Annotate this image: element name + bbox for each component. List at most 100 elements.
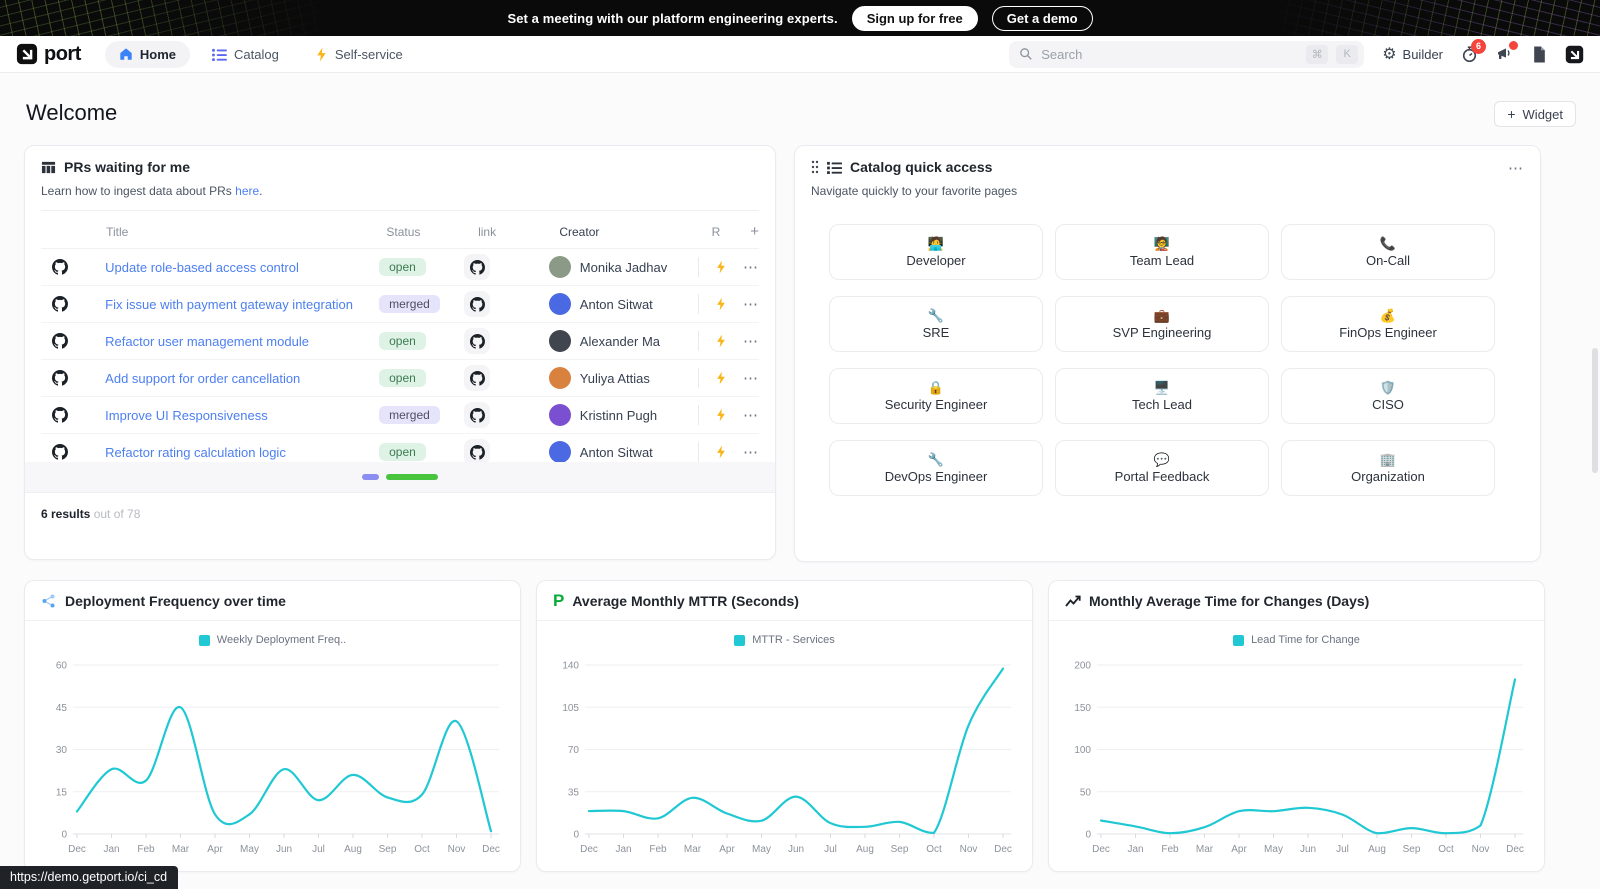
table-row[interactable]: Update role-based access control open Moni… <box>41 249 759 286</box>
pr-title-link[interactable]: Add support for order cancellation <box>105 370 301 386</box>
run-action-icon[interactable] <box>715 408 727 422</box>
svg-text:Jun: Jun <box>788 844 804 855</box>
pr-external-link[interactable] <box>464 365 491 391</box>
quick-access-tile-ciso[interactable]: 🛡️ CISO <box>1281 368 1495 424</box>
builder-button[interactable]: ⚙ Builder <box>1382 44 1443 64</box>
row-menu-button[interactable]: ⋯ <box>743 296 759 313</box>
ingest-docs-link[interactable]: here <box>235 184 260 198</box>
search-field[interactable] <box>1041 46 1299 62</box>
row-menu-button[interactable]: ⋯ <box>743 407 759 424</box>
deployment-icon <box>42 594 55 607</box>
quick-access-tile-developer[interactable]: 🧑‍💻 Developer <box>829 224 1043 280</box>
quick-access-tile-svp-engineering[interactable]: 💼 SVP Engineering <box>1055 296 1269 352</box>
quick-access-tile-on-call[interactable]: 📞 On-Call <box>1281 224 1495 280</box>
table-row[interactable]: Refactor rating calculation logic open Ant… <box>41 434 759 462</box>
prs-card-subtitle: Learn how to ingest data about PRs here. <box>41 184 759 198</box>
add-widget-button[interactable]: + Widget <box>1494 101 1576 127</box>
row-menu-button[interactable]: ⋯ <box>743 370 759 387</box>
github-icon <box>469 444 485 460</box>
table-row[interactable]: Improve UI Responsiveness merged Kristinn … <box>41 397 759 434</box>
column-r[interactable]: R <box>711 224 721 239</box>
stopwatch-icon <box>1462 45 1477 62</box>
page-scrollbar[interactable] <box>1592 348 1598 473</box>
table-row[interactable]: Add support for order cancellation open Yu… <box>41 360 759 397</box>
quick-access-tile-security-engineer[interactable]: 🔒 Security Engineer <box>829 368 1043 424</box>
chart-title: Average Monthly MTTR (Seconds) <box>572 592 799 609</box>
tab-self-service[interactable]: Self-service <box>301 41 417 68</box>
docs-button[interactable] <box>1532 46 1547 63</box>
pr-external-link[interactable] <box>464 328 491 354</box>
pr-title-link[interactable]: Improve UI Responsiveness <box>105 407 268 423</box>
scrollbar-segment-green[interactable] <box>386 474 438 480</box>
quick-access-tile-team-lead[interactable]: 🧑‍🏫 Team Lead <box>1055 224 1269 280</box>
add-column-button[interactable]: + <box>750 223 759 240</box>
run-action-icon[interactable] <box>715 445 727 459</box>
promo-banner-text: Set a meeting with our platform engineer… <box>507 10 838 26</box>
quick-access-tile-portal-feedback[interactable]: 💬 Portal Feedback <box>1055 440 1269 496</box>
drag-handle-icon[interactable] <box>811 160 819 174</box>
scrollbar-segment-purple[interactable] <box>362 474 379 480</box>
status-badge: open <box>379 258 426 276</box>
run-action-icon[interactable] <box>715 371 727 385</box>
run-action-icon[interactable] <box>715 297 727 311</box>
home-icon <box>120 48 132 60</box>
announcement-dot <box>1509 41 1518 50</box>
prs-table-header: Title Status link Creator R + <box>41 215 759 249</box>
catalog-list-icon <box>212 48 227 61</box>
svg-text:Dec: Dec <box>1506 844 1524 855</box>
quick-access-tile-finops-engineer[interactable]: 💰 FinOps Engineer <box>1281 296 1495 352</box>
column-status[interactable]: Status <box>386 224 421 239</box>
tab-catalog[interactable]: Catalog <box>198 41 293 68</box>
legend-label: Lead Time for Change <box>1251 634 1360 646</box>
deployment-frequency-chart: 0 15 30 45 60 Dec Jan Feb Mar Apr May Jun Jul Aug Sep O… <box>56 661 500 856</box>
pr-title-link[interactable]: Refactor user management module <box>105 333 309 349</box>
quick-access-tile-tech-lead[interactable]: 🖥️ Tech Lead <box>1055 368 1269 424</box>
run-action-icon[interactable] <box>715 260 727 274</box>
run-action-icon[interactable] <box>715 334 727 348</box>
legend-label: MTTR - Services <box>752 634 835 646</box>
svg-text:Oct: Oct <box>1438 844 1454 855</box>
port-glyph-icon <box>1565 45 1584 63</box>
row-menu-button[interactable]: ⋯ <box>743 444 759 461</box>
row-menu-button[interactable]: ⋯ <box>743 259 759 276</box>
pr-external-link[interactable] <box>464 402 491 428</box>
status-badge: open <box>379 443 426 461</box>
pr-title-link[interactable]: Fix issue with payment gateway integrati… <box>105 296 354 312</box>
port-app-button[interactable] <box>1565 45 1584 64</box>
tab-home[interactable]: Home <box>104 40 191 68</box>
megaphone-icon <box>1498 48 1510 60</box>
get-demo-button[interactable]: Get a demo <box>991 5 1093 31</box>
column-title[interactable]: Title <box>106 224 129 239</box>
row-menu-button[interactable]: ⋯ <box>743 333 759 350</box>
pr-external-link[interactable] <box>464 439 491 462</box>
quick-access-tile-devops-engineer[interactable]: 🔧 DevOps Engineer <box>829 440 1043 496</box>
quick-access-tile-sre[interactable]: 🔧 SRE <box>829 296 1043 352</box>
pr-title-link[interactable]: Update role-based access control <box>105 259 299 275</box>
history-button[interactable]: 6 <box>1461 38 1486 63</box>
table-row[interactable]: Refactor user management module open Alexa… <box>41 323 759 360</box>
monitor-icon: 🖥️ <box>1153 379 1171 395</box>
github-icon <box>469 333 485 349</box>
chart-legend: Lead Time for Change <box>1049 627 1544 653</box>
column-link[interactable]: link <box>478 224 497 239</box>
pr-external-link[interactable] <box>464 254 491 280</box>
results-count-bold: 6 results <box>41 507 91 521</box>
divider <box>41 210 759 211</box>
svg-text:May: May <box>1264 844 1283 855</box>
card-menu-button[interactable]: ⋯ <box>1508 160 1524 177</box>
column-creator[interactable]: Creator <box>559 224 600 239</box>
creator-name: Anton Sitwat <box>579 444 653 460</box>
quick-access-tile-organization[interactable]: 🏢 Organization <box>1281 440 1495 496</box>
pr-title-link[interactable]: Refactor rating calculation logic <box>105 444 286 460</box>
pr-external-link[interactable] <box>464 291 491 317</box>
table-row[interactable]: Fix issue with payment gateway integrati… <box>41 286 759 323</box>
tile-label: Tech Lead <box>1132 396 1192 412</box>
search-input[interactable]: ⌘ K <box>1009 40 1365 68</box>
announcements-button[interactable] <box>1496 41 1518 62</box>
port-logo[interactable]: port <box>16 43 81 66</box>
notification-count-badge: 6 <box>1471 38 1486 54</box>
avatar <box>548 404 571 426</box>
signup-button[interactable]: Sign up for free <box>851 5 978 31</box>
prs-waiting-card: PRs waiting for me Learn how to ingest d… <box>24 145 776 560</box>
